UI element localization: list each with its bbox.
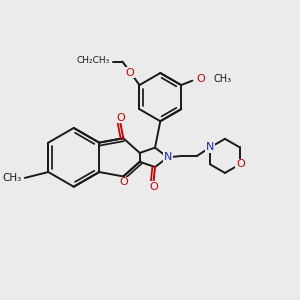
Text: CH₂CH₃: CH₂CH₃ (77, 56, 110, 64)
Text: O: O (119, 177, 128, 187)
Text: O: O (125, 68, 134, 78)
Text: N: N (164, 152, 172, 162)
Text: O: O (149, 182, 158, 192)
Text: O: O (236, 159, 245, 170)
Text: O: O (116, 113, 125, 123)
Text: CH₃: CH₃ (3, 173, 22, 183)
Text: CH₃: CH₃ (214, 74, 232, 84)
Text: N: N (206, 142, 214, 152)
Text: O: O (196, 74, 205, 84)
